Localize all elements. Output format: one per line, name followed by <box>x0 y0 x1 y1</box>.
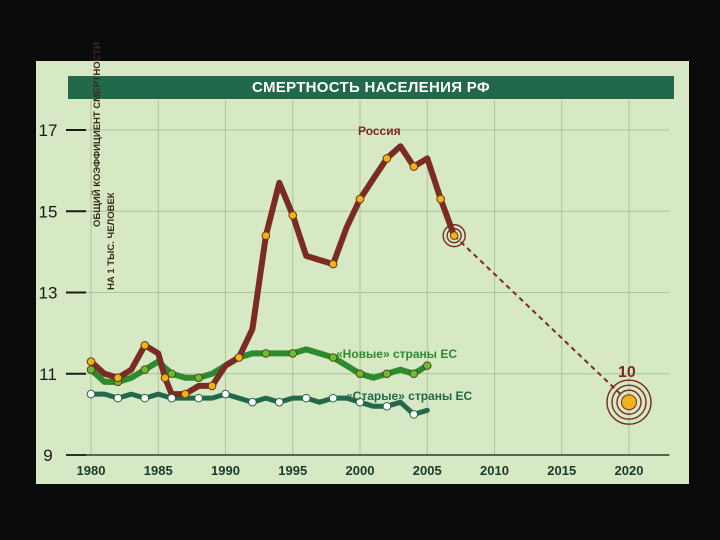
tick-labels: 9 11 13 15 17 1980 1985 1990 1995 2000 2005 2010 201… <box>39 121 644 478</box>
series-0-point <box>409 162 419 171</box>
series-1-point <box>422 361 432 370</box>
projection-target-ring-1 <box>611 384 647 420</box>
projection-target-point <box>621 394 637 411</box>
x-tick-label-2020: 2020 <box>615 463 644 478</box>
series-2-point <box>113 393 123 403</box>
series-0-point <box>140 341 150 350</box>
x-tick-label-2015: 2015 <box>547 463 576 478</box>
series-2-point <box>221 389 230 399</box>
series-0-point <box>261 231 271 240</box>
x-tick-label-1980: 1980 <box>77 463 106 478</box>
series-0-point <box>113 373 123 383</box>
series-2-point <box>194 393 203 403</box>
series-1-point <box>288 349 298 358</box>
projection-label: 10 <box>618 364 636 381</box>
y-tick-label-13: 13 <box>39 284 58 303</box>
series-markers <box>86 154 459 419</box>
series-0-point <box>288 211 298 220</box>
series-0-point <box>234 353 244 362</box>
series-2-point <box>301 393 311 403</box>
series-1-point <box>140 365 150 374</box>
series-0-point <box>449 231 459 240</box>
series-2-point <box>409 410 419 419</box>
series-1-point <box>194 373 203 383</box>
legend-old-eu: «Старые» страны ЕС <box>346 389 473 403</box>
x-tick-label-1985: 1985 <box>144 463 173 478</box>
series-0-point <box>328 259 338 269</box>
series-1-point <box>167 369 176 379</box>
series-0-point <box>382 154 392 163</box>
series-0-point <box>355 194 365 204</box>
series-2-point <box>248 397 257 407</box>
series-1-point <box>382 369 392 379</box>
series-2-point <box>275 397 284 407</box>
projection <box>442 223 652 425</box>
projection-target-ring-0 <box>606 379 652 425</box>
projection-target-ring-2 <box>616 389 642 415</box>
y-tick-label-9: 9 <box>43 446 52 465</box>
y-axis-label-line2: НА 1 ТЫС. ЧЕЛОВЕК <box>106 192 117 290</box>
y-axis-label-line1: ОБЩИЙ КОЭФФИЦИЕНТ СМЕРТНОСТИ <box>91 42 103 227</box>
series-0-point <box>436 194 446 204</box>
series-2-point <box>328 393 338 403</box>
legend-new-eu: «Новые» страны ЕС <box>336 347 457 361</box>
series-2-point <box>167 393 176 403</box>
chart-title: СМЕРТНОСТЬ НАСЕЛЕНИЯ РФ <box>68 76 674 99</box>
series-1-point <box>86 365 96 374</box>
y-tick-label-17: 17 <box>39 121 58 140</box>
projection-line <box>453 234 630 403</box>
series-2-point <box>140 393 150 403</box>
x-tick-label-1990: 1990 <box>211 463 240 478</box>
x-tick-label-2005: 2005 <box>413 463 442 478</box>
series-1-point <box>355 369 365 379</box>
series-1-point <box>261 349 271 358</box>
series-2-point <box>355 397 365 407</box>
x-tick-label-2000: 2000 <box>346 463 375 478</box>
y-tick-label-15: 15 <box>39 202 58 221</box>
series-1-point <box>328 353 338 362</box>
y-tick-label-11: 11 <box>39 365 57 384</box>
series-1-point <box>409 369 419 379</box>
series-0-point <box>207 381 217 391</box>
x-tick-label-2010: 2010 <box>480 463 509 478</box>
series-2-point <box>86 389 96 399</box>
chart-panel <box>36 61 689 484</box>
series-0-point <box>160 373 170 383</box>
series-2-point <box>382 401 392 411</box>
axes <box>66 129 670 456</box>
projection-start-ring-0 <box>442 223 466 248</box>
series-0-point <box>180 389 190 399</box>
series-0-point <box>86 357 96 366</box>
legend-russia: Россия <box>358 124 401 138</box>
x-tick-label-1995: 1995 <box>278 463 307 478</box>
